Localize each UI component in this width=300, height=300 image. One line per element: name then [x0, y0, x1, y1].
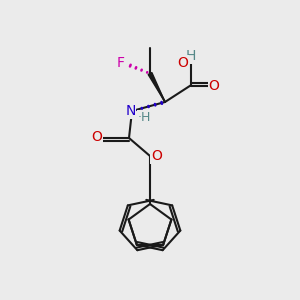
Text: O: O — [151, 149, 162, 163]
Text: N: N — [125, 104, 136, 118]
Text: ·H: ·H — [138, 111, 151, 124]
Text: H: H — [185, 50, 196, 63]
Text: O: O — [178, 56, 188, 70]
Polygon shape — [148, 73, 165, 102]
Text: F: F — [117, 56, 125, 70]
Text: O: O — [92, 130, 102, 144]
Text: O: O — [208, 79, 219, 92]
